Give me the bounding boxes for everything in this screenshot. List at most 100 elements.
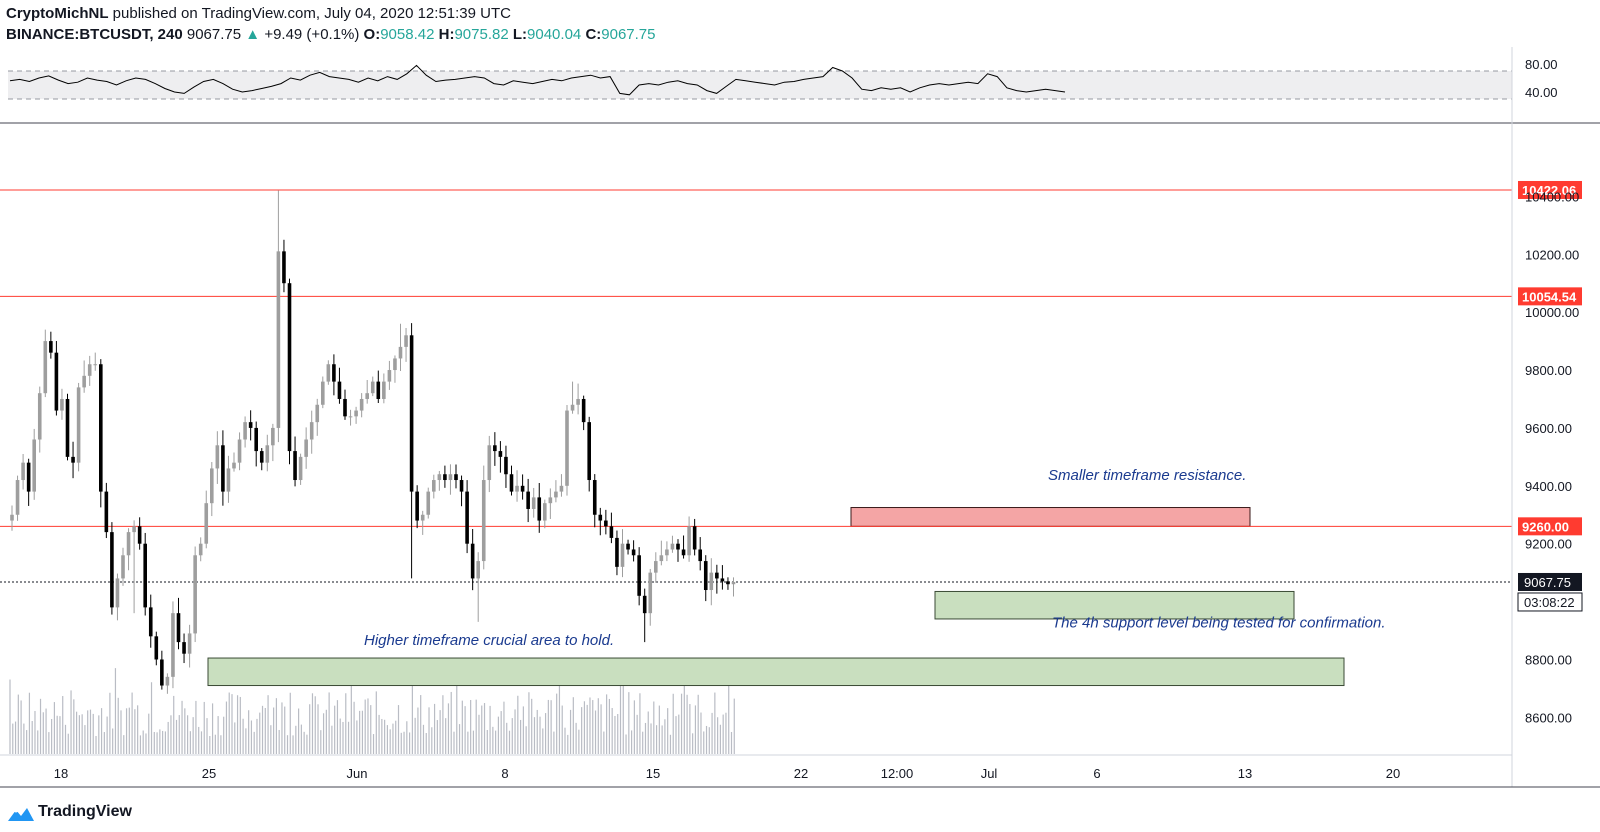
candle-body — [198, 543, 203, 556]
x-tick-label: Jul — [981, 766, 998, 781]
low-label: L: — [512, 26, 528, 43]
candle-body — [576, 398, 580, 405]
candle-body — [554, 491, 558, 498]
candle-body — [226, 468, 231, 492]
candle-body — [276, 251, 281, 428]
candle-body — [520, 485, 525, 492]
candle-body — [332, 364, 336, 382]
candle-body — [654, 561, 658, 573]
candle-body — [454, 474, 458, 481]
candle-body — [76, 387, 81, 463]
rsi-tick-label: 80.00 — [1525, 57, 1558, 72]
candle-body — [298, 456, 303, 481]
candle-body — [182, 642, 186, 654]
candle-body — [354, 410, 358, 417]
support-annotation: The 4h support level being tested for co… — [1052, 615, 1386, 632]
candle-body — [604, 520, 608, 527]
candle-body — [481, 480, 486, 562]
candle-body — [626, 543, 630, 550]
author-name[interactable]: CryptoMichNL — [6, 5, 109, 22]
candle-body — [531, 497, 536, 509]
candle-body — [731, 581, 736, 585]
high-value: 9075.82 — [454, 26, 509, 43]
candle-body — [587, 422, 591, 481]
resistance-annotation: Smaller timeframe resistance. — [1048, 467, 1246, 484]
candle-body — [232, 462, 236, 469]
candle-body — [570, 404, 575, 411]
candle-body — [137, 526, 142, 544]
candle-body — [210, 468, 214, 504]
rsi-pane: 80.00 40.00 — [8, 57, 1558, 100]
candles — [10, 190, 736, 694]
candle-body — [165, 676, 170, 686]
candle-body — [259, 451, 264, 463]
rsi-line — [9, 64, 1066, 96]
symbol-label[interactable]: BINANCE:BTCUSDT, 240 — [6, 26, 183, 43]
y-tick-label: 10000.00 — [1525, 305, 1579, 320]
high-label: H: — [438, 26, 455, 43]
candle-body — [365, 393, 369, 399]
candle-body — [398, 346, 403, 359]
candle-body — [54, 352, 59, 411]
candle-body — [476, 561, 480, 579]
x-tick-label: 8 — [501, 766, 508, 781]
candle-body — [160, 659, 164, 686]
candle-body — [498, 451, 503, 457]
footer-brand[interactable]: TradingView — [38, 803, 132, 820]
candle-body — [99, 364, 103, 492]
candle-body — [104, 491, 109, 533]
last-price: 9067.75 — [186, 26, 242, 43]
axes: 10400.00 10200.00 10000.00 9800.00 9600.00 94… — [0, 47, 1600, 788]
candle-body — [526, 491, 530, 509]
current-price-tag — [1518, 572, 1582, 591]
candle-body — [287, 283, 292, 452]
rsi-tick-label: 40.00 — [1525, 85, 1558, 100]
chart-header-line-2: BINANCE:BTCUSDT, 240 9067.75 ▲ +9.49 (+0… — [6, 25, 656, 45]
candle-body — [665, 549, 669, 556]
candle-body — [631, 549, 636, 556]
candle-body — [637, 555, 641, 596]
candle-body — [448, 474, 453, 481]
candle-body — [670, 543, 675, 550]
candle-body — [193, 555, 197, 634]
candle-body — [309, 422, 314, 440]
candle-body — [703, 561, 708, 591]
candle-body — [681, 549, 686, 556]
candle-body — [10, 514, 14, 521]
candle-body — [32, 439, 36, 492]
candle-body — [709, 572, 714, 591]
candle-body — [698, 549, 702, 562]
candle-body — [115, 578, 120, 608]
candle-body — [487, 445, 492, 481]
candle-body — [121, 555, 125, 579]
candle-body — [515, 485, 519, 492]
candle-body — [110, 532, 114, 608]
open-value: 9058.42 — [380, 26, 435, 43]
candle-body — [26, 462, 31, 492]
candle-body — [49, 341, 53, 353]
candle-body — [315, 404, 320, 423]
candle-body — [143, 543, 147, 608]
current-price-label: 9067.75 — [1524, 575, 1571, 590]
close-value: 9067.75 — [601, 26, 656, 43]
candle-body — [459, 480, 464, 492]
candle-body — [21, 462, 25, 481]
candle-body — [221, 445, 225, 492]
chart-header-line-1: CryptoMichNL published on TradingView.co… — [6, 4, 511, 24]
support-annotation: Higher timeframe crucial area to hold. — [364, 632, 614, 649]
price-level-tag-label: 10422.06 — [1522, 183, 1576, 198]
candle-body — [65, 398, 70, 457]
change-arrow-icon: ▲ — [245, 26, 261, 43]
candle-body — [726, 581, 730, 585]
candle-body — [715, 572, 719, 579]
low-value: 9040.04 — [527, 26, 582, 43]
price-level-tag — [1518, 517, 1582, 536]
x-tick-label: 13 — [1238, 766, 1252, 781]
resistance-zone — [850, 507, 1251, 527]
candle-body — [432, 480, 436, 492]
candle-body — [204, 503, 209, 544]
footer-bar: TradingView — [0, 796, 1600, 832]
candle-body — [326, 364, 331, 382]
